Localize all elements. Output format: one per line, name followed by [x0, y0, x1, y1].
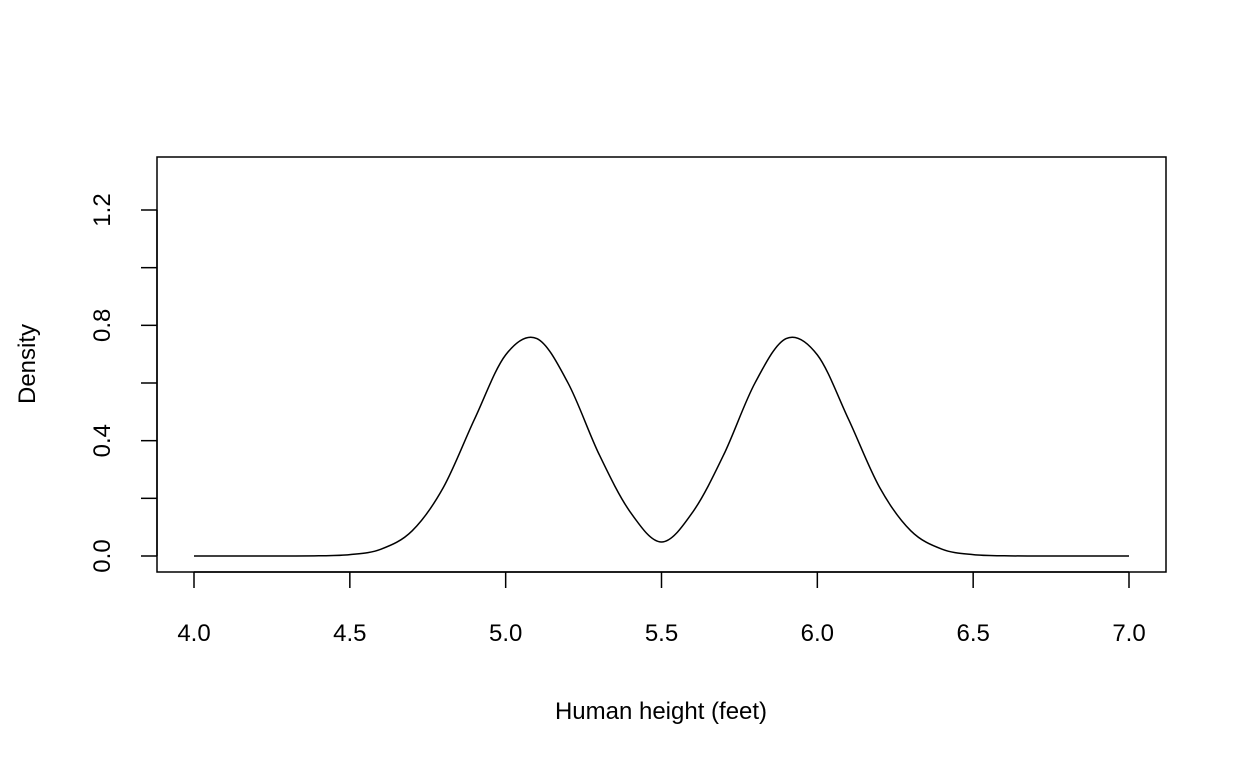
plot-frame [156, 156, 1167, 573]
y-axis-title: Density [14, 324, 41, 404]
density-curve [194, 336, 1129, 557]
x-tick-label: 6.0 [801, 620, 834, 647]
x-axis-title: Human height (feet) [555, 698, 767, 725]
x-tick-label: 4.5 [333, 620, 366, 647]
y-tick-label: 1.2 [89, 193, 116, 226]
y-tick-label: 0.0 [89, 539, 116, 572]
y-tick-label: 0.8 [89, 309, 116, 342]
x-tick-label: 4.0 [177, 620, 210, 647]
x-tick-label: 5.0 [489, 620, 522, 647]
y-tick-label: 0.4 [89, 424, 116, 457]
x-axis: 4.0 4.5 5.0 5.5 6.0 6.5 7.0 [177, 571, 1146, 647]
x-tick-label: 7.0 [1112, 620, 1145, 647]
y-axis: 0.0 0.4 0.8 1.2 [89, 193, 158, 573]
x-tick-label: 6.5 [956, 620, 989, 647]
x-tick-label: 5.5 [645, 620, 678, 647]
